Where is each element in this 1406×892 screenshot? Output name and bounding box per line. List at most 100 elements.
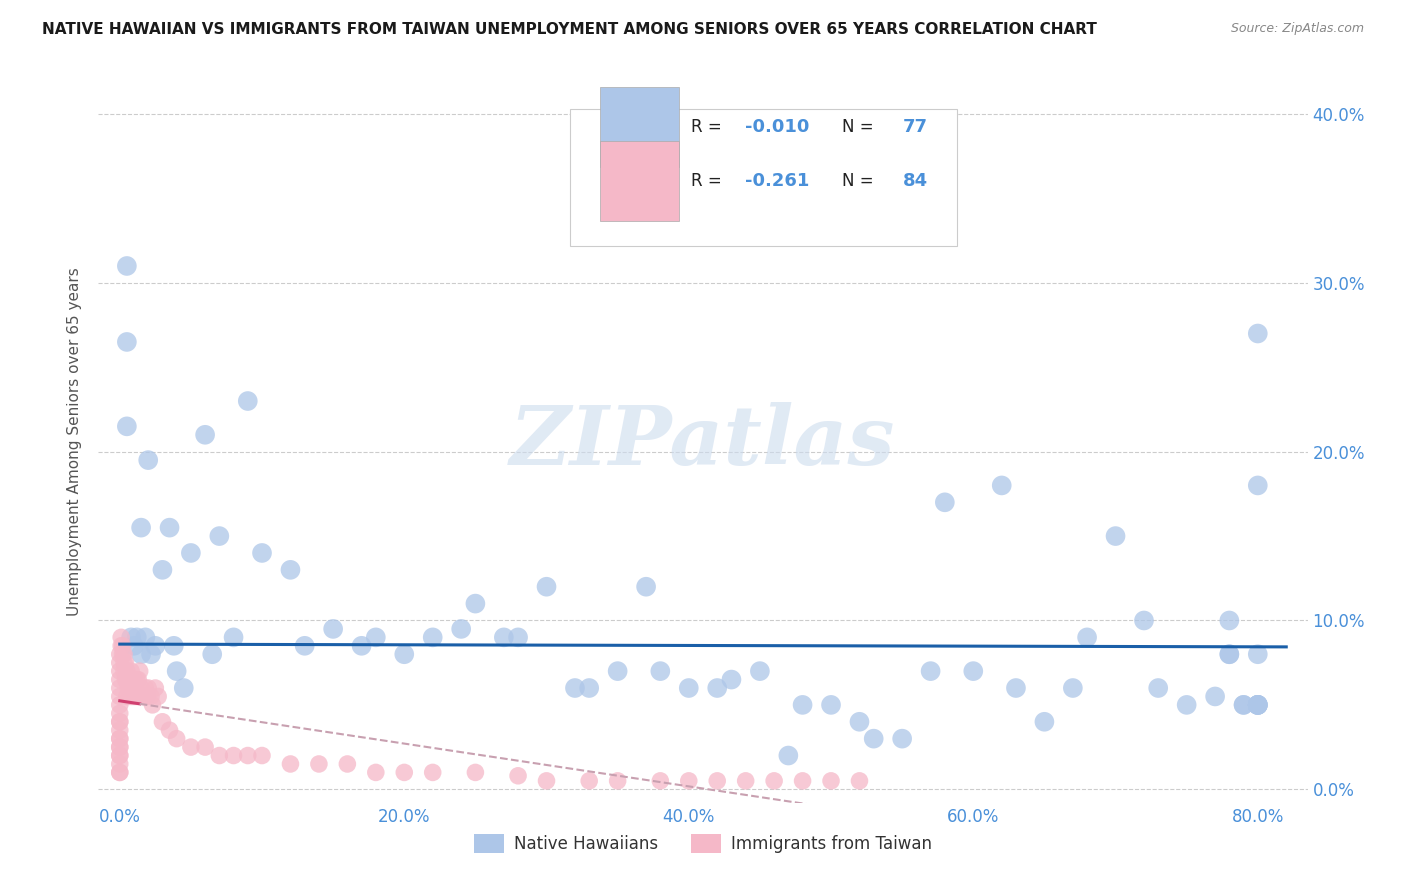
Point [129,521,152,535]
Point [129,647,152,661]
Point [820,698,842,712]
Point [108,690,131,704]
Point [1218,647,1240,661]
Point [114,656,136,670]
Point [280,563,302,577]
Point [128,664,150,678]
Point [134,681,156,695]
Point [108,706,131,721]
Point [1232,698,1254,712]
Point [146,690,169,704]
Point [110,639,132,653]
Point [131,690,153,704]
Point [143,639,166,653]
Point [506,631,529,645]
Point [250,546,273,560]
Point [115,334,138,349]
Point [111,647,134,661]
Point [650,664,672,678]
Point [506,769,529,783]
Text: Source: ZipAtlas.com: Source: ZipAtlas.com [1230,22,1364,36]
Point [124,690,146,704]
Point [394,647,416,661]
Point [112,656,135,670]
Point [1247,326,1270,341]
Point [118,690,141,704]
Point [222,748,245,763]
Y-axis label: Unemployment Among Seniors over 65 years: Unemployment Among Seniors over 65 years [67,268,83,615]
Point [492,631,515,645]
Point [322,622,344,636]
Point [115,259,138,273]
Point [678,681,700,695]
Point [422,631,444,645]
FancyBboxPatch shape [600,87,679,167]
Point [166,731,188,746]
Point [180,546,202,560]
Point [136,681,159,695]
Text: 84: 84 [903,172,928,190]
Point [117,673,139,687]
Point [108,748,131,763]
Point [122,639,145,653]
Point [1247,478,1270,492]
Point [108,740,131,755]
Point [464,597,486,611]
Point [280,756,302,771]
Point [236,394,259,409]
Point [1175,698,1198,712]
Point [990,478,1012,492]
Point [152,563,174,577]
Point [108,731,131,746]
Point [139,647,162,661]
Point [108,748,131,763]
Point [1218,614,1240,628]
Point [450,622,472,636]
Point [108,714,131,729]
Point [536,580,558,594]
Point [350,639,373,653]
Point [1232,698,1254,712]
Point [173,681,195,695]
Point [121,690,143,704]
Text: ZIPatlas: ZIPatlas [510,401,896,482]
Point [108,740,131,755]
Point [120,664,142,678]
Point [920,664,942,678]
Point [536,773,558,788]
Point [115,664,138,678]
Point [136,453,159,467]
Point [112,647,135,661]
Point [108,765,131,780]
Point [706,681,728,695]
Point [134,631,156,645]
Point [125,631,148,645]
Point [1005,681,1028,695]
Text: R =: R = [690,118,727,136]
Point [120,673,142,687]
Point [1062,681,1084,695]
Point [862,731,884,746]
Point [108,723,131,738]
Legend: Native Hawaiians, Immigrants from Taiwan: Native Hawaiians, Immigrants from Taiwan [467,827,939,860]
Point [127,673,149,687]
Point [129,681,152,695]
Text: -0.261: -0.261 [745,172,810,190]
Point [1218,647,1240,661]
Point [117,681,139,695]
Point [636,580,658,594]
Point [934,495,956,509]
FancyBboxPatch shape [600,141,679,220]
Point [1204,690,1226,704]
Point [108,756,131,771]
Point [678,773,700,788]
Point [108,698,131,712]
Point [364,765,387,780]
Point [308,756,330,771]
Point [108,714,131,729]
Point [422,765,444,780]
Point [778,748,800,763]
Point [236,748,259,763]
Point [114,673,136,687]
Point [159,521,181,535]
